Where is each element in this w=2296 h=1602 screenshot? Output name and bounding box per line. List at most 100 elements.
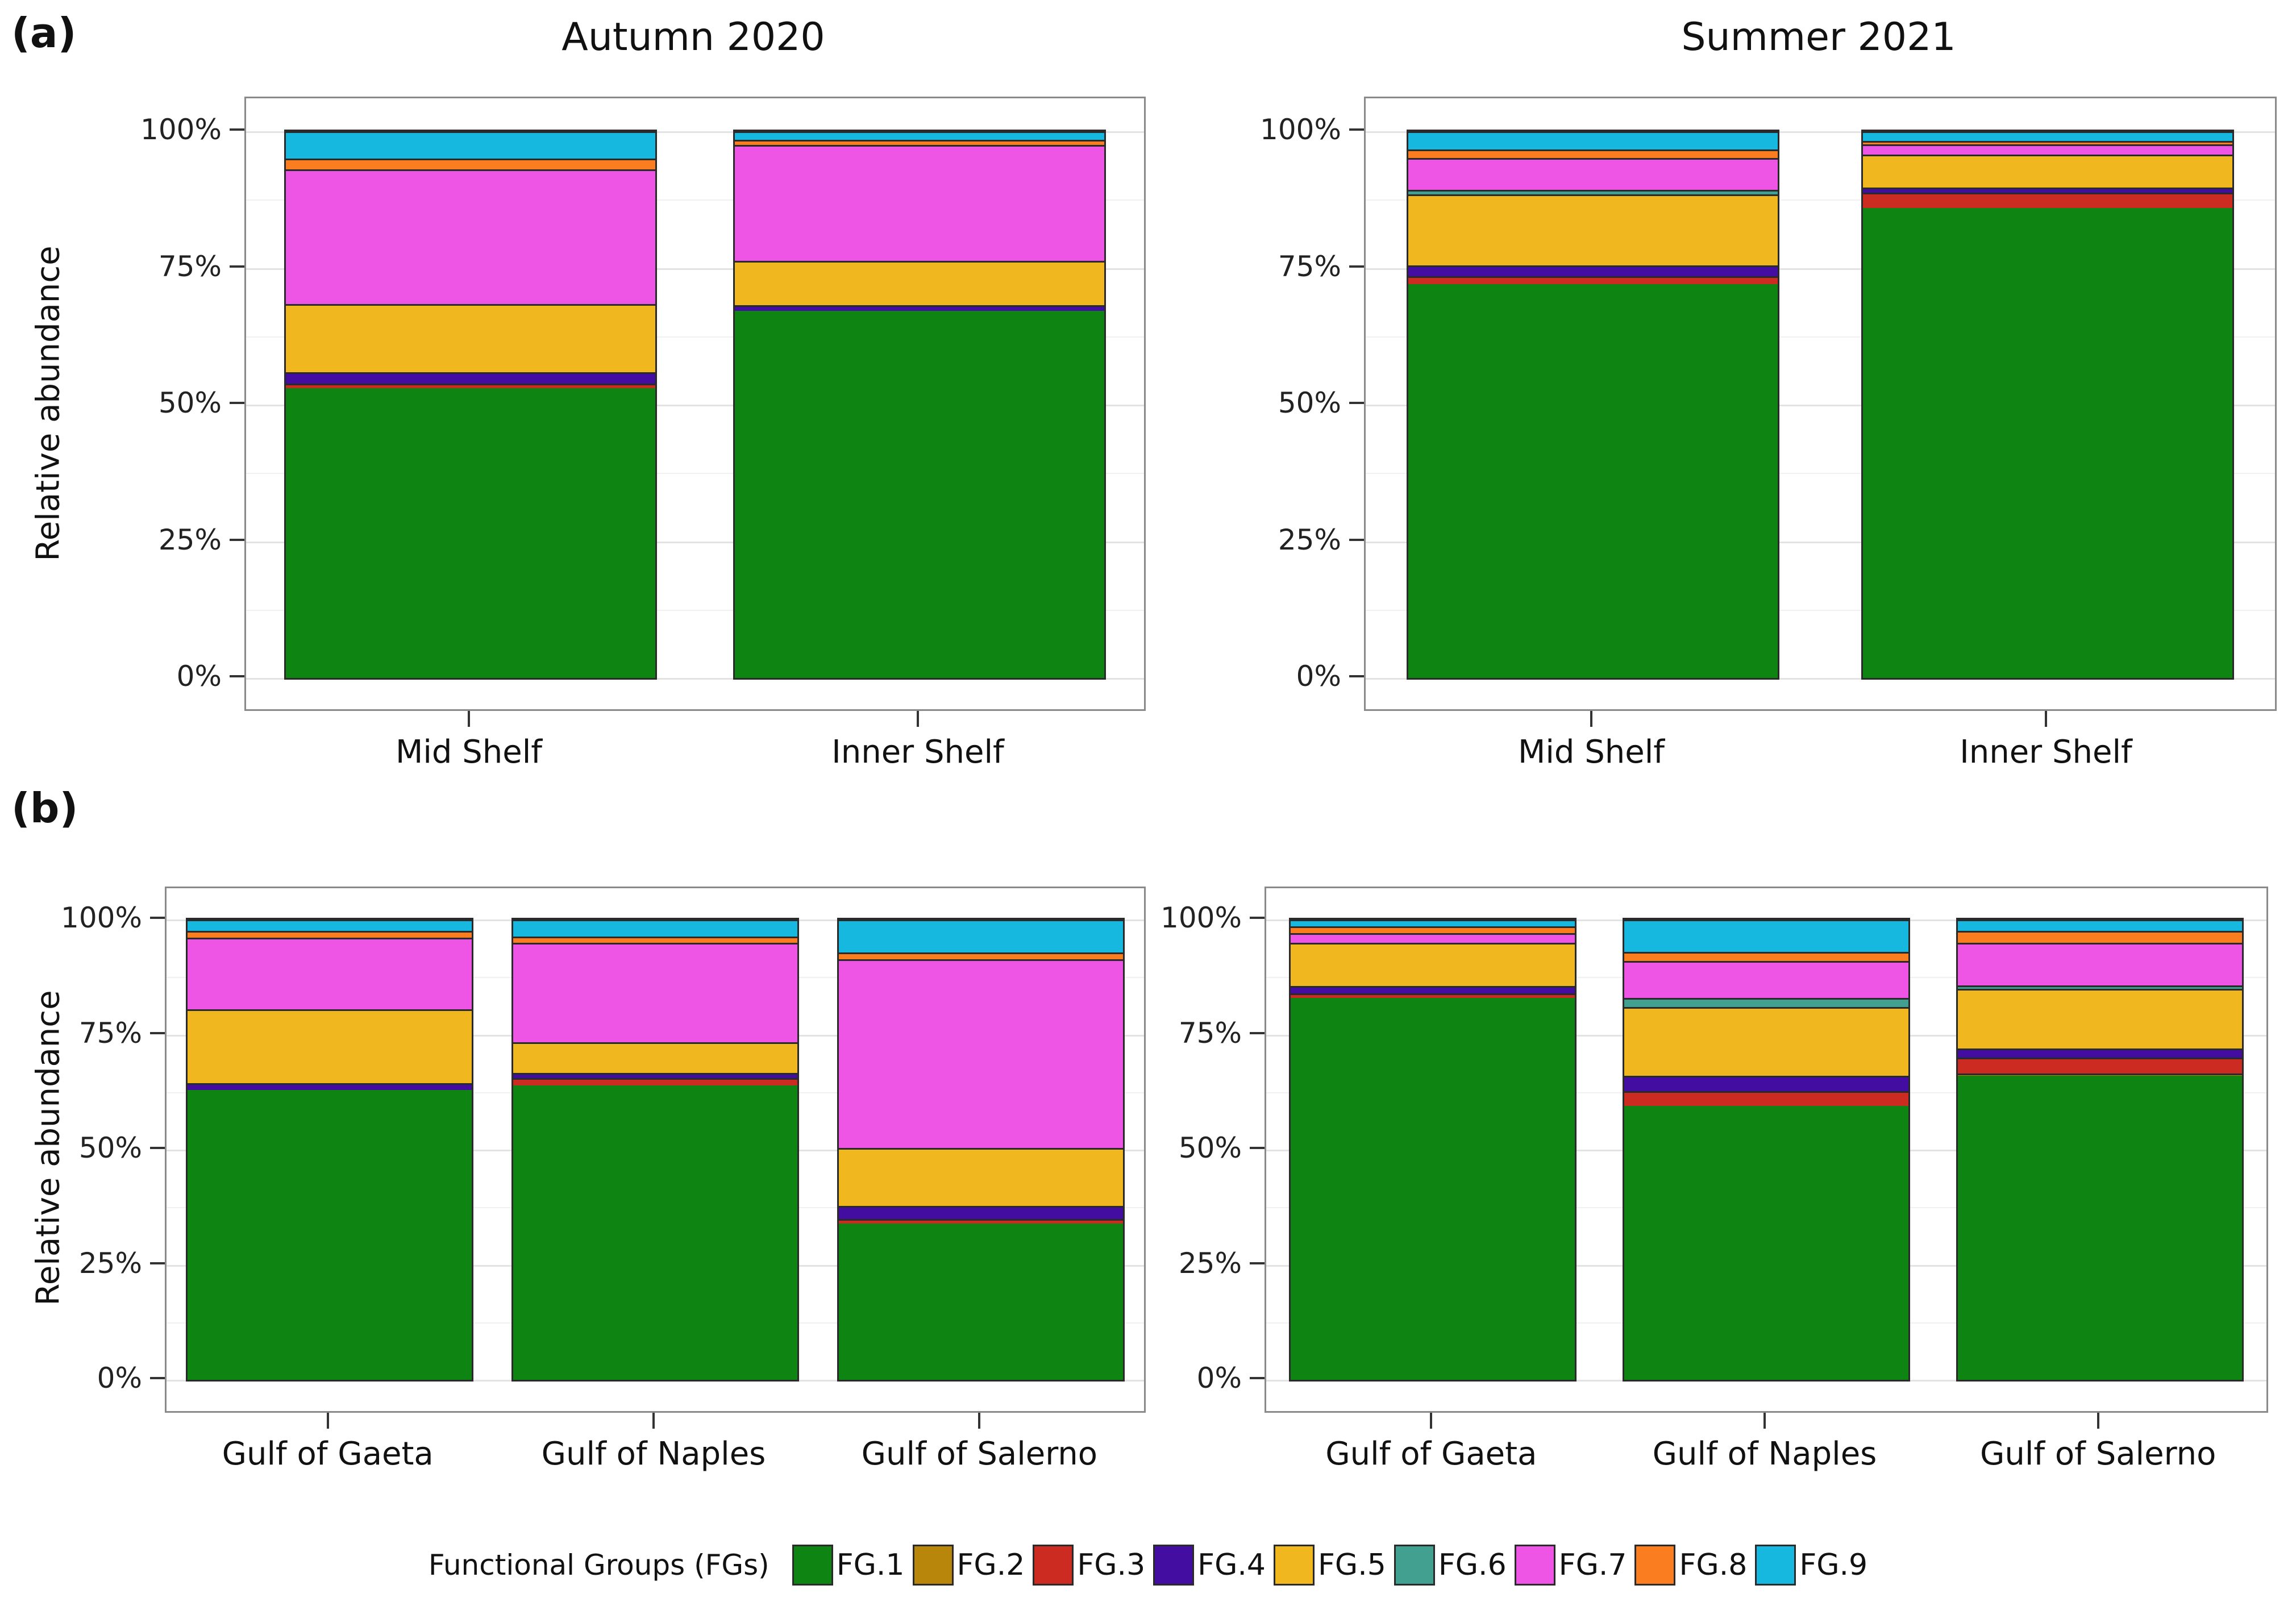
y-tick-label: 50% bbox=[158, 386, 222, 419]
major-gridline bbox=[246, 131, 1144, 133]
bar-segment-fg-8 bbox=[1408, 149, 1778, 159]
legend-swatch bbox=[1033, 1545, 1074, 1586]
bar-segment-fg-4 bbox=[513, 1072, 797, 1079]
bar-segment-fg-9 bbox=[1624, 919, 1908, 952]
x-tick-mark bbox=[1590, 711, 1592, 727]
y-tick-label: 75% bbox=[1178, 1016, 1242, 1050]
bar-segment-fg-7 bbox=[1863, 144, 2232, 155]
bar-segment-fg-1 bbox=[1624, 1106, 1908, 1380]
legend-swatch bbox=[1514, 1545, 1555, 1586]
bar-segment-fg-9 bbox=[1863, 131, 2232, 142]
y-tick-label: 50% bbox=[78, 1131, 142, 1164]
y-tick-label: 25% bbox=[78, 1246, 142, 1280]
bar-segment-fg-7 bbox=[286, 169, 655, 305]
y-tick-label: 0% bbox=[97, 1362, 142, 1395]
bar-segment-fg-5 bbox=[1957, 988, 2242, 1048]
bar-segment-fg-1 bbox=[735, 310, 1104, 678]
bar-segment-fg-5 bbox=[513, 1042, 797, 1073]
stacked-bar-inner-shelf bbox=[1861, 130, 2234, 680]
x-tick-mark bbox=[978, 1413, 981, 1429]
minor-gridline bbox=[246, 336, 1144, 338]
bar-segment-fg-1 bbox=[1863, 207, 2232, 678]
bar-segment-fg-2 bbox=[1957, 1073, 2242, 1076]
legend-swatch bbox=[1755, 1545, 1796, 1586]
major-gridline bbox=[246, 405, 1144, 406]
bar-segment-fg-8 bbox=[735, 140, 1104, 145]
x-tick-mark bbox=[326, 1413, 329, 1429]
bar-segment-fg-4 bbox=[187, 1083, 472, 1090]
bar-segment-fg-3 bbox=[1624, 1091, 1908, 1106]
y-tick-mark bbox=[150, 1031, 165, 1034]
chart-summer-2021-gulfs bbox=[1265, 887, 2268, 1413]
x-tick-mark bbox=[2097, 1413, 2099, 1429]
category-label: Gulf of Salerno bbox=[861, 1435, 1098, 1472]
legend-item-fg-1: FG.1 bbox=[792, 1545, 905, 1586]
stacked-bar-gulf-of-naples bbox=[1623, 918, 1910, 1382]
minor-gridline bbox=[1366, 473, 2275, 475]
bar-segment-fg-5 bbox=[1291, 942, 1575, 987]
legend-item-label: FG.8 bbox=[1679, 1548, 1748, 1582]
y-tick-label: 50% bbox=[1178, 1131, 1242, 1164]
y-tick-mark bbox=[150, 1377, 165, 1379]
bar-segment-fg-3 bbox=[1957, 1058, 2242, 1074]
bar-segment-fg-1 bbox=[1957, 1076, 2242, 1380]
y-tick-mark bbox=[230, 265, 244, 268]
bar-segment-fg-1 bbox=[839, 1223, 1124, 1380]
bar-segment-fg-1 bbox=[1408, 284, 1778, 678]
y-tick-mark bbox=[1349, 265, 1364, 268]
legend-item-fg-8: FG.8 bbox=[1634, 1545, 1747, 1586]
bar-segment-fg-7 bbox=[735, 145, 1104, 261]
y-tick-label: 0% bbox=[1196, 1362, 1242, 1395]
x-tick-mark bbox=[652, 1413, 655, 1429]
bar-segment-fg-8 bbox=[1957, 931, 2242, 943]
category-label: Gulf of Naples bbox=[541, 1435, 766, 1472]
stacked-bar-gulf-of-gaeta bbox=[1289, 918, 1577, 1382]
bar-segment-fg-4 bbox=[1957, 1048, 2242, 1058]
bar-segment-fg-1 bbox=[286, 388, 655, 678]
category-label: Mid Shelf bbox=[1518, 734, 1665, 771]
legend-item-fg-9: FG.9 bbox=[1755, 1545, 1867, 1586]
category-label: Inner Shelf bbox=[831, 734, 1004, 771]
bar-segment-fg-9 bbox=[1291, 919, 1575, 927]
y-tick-mark bbox=[1349, 538, 1364, 541]
y-tick-mark bbox=[1250, 917, 1265, 919]
bar-segment-fg-5 bbox=[1408, 194, 1778, 265]
chart-autumn-2020-shelf bbox=[244, 97, 1146, 711]
legend-item-label: FG.4 bbox=[1197, 1548, 1266, 1582]
major-gridline bbox=[1366, 678, 2275, 680]
bar-segment-fg-7 bbox=[1624, 960, 1908, 998]
legend-item-label: FG.5 bbox=[1318, 1548, 1386, 1582]
y-tick-mark bbox=[230, 675, 244, 677]
y-tick-label: 100% bbox=[1161, 901, 1242, 934]
y-tick-label: 75% bbox=[1278, 249, 1341, 283]
legend-item-fg-6: FG.6 bbox=[1394, 1545, 1507, 1586]
bar-segment-fg-1 bbox=[513, 1085, 797, 1380]
bar-segment-fg-8 bbox=[1863, 141, 2232, 145]
bar-segment-fg-4 bbox=[839, 1205, 1124, 1219]
major-gridline bbox=[246, 678, 1144, 680]
legend-title: Functional Groups (FGs) bbox=[428, 1549, 770, 1582]
minor-gridline bbox=[246, 609, 1144, 611]
category-label: Gulf of Salerno bbox=[1979, 1435, 2216, 1472]
minor-gridline bbox=[1366, 199, 2275, 201]
bar-segment-fg-3 bbox=[1863, 192, 2232, 208]
bar-segment-fg-3 bbox=[1291, 993, 1575, 998]
y-tick-label: 0% bbox=[1296, 660, 1341, 693]
legend-item-fg-5: FG.5 bbox=[1274, 1545, 1386, 1586]
y-tick-mark bbox=[1250, 1377, 1265, 1379]
y-tick-label: 25% bbox=[1278, 523, 1341, 556]
bar-segment-fg-5 bbox=[839, 1147, 1124, 1206]
y-tick-label: 75% bbox=[78, 1016, 142, 1050]
legend-swatch bbox=[792, 1545, 833, 1586]
y-tick-mark bbox=[150, 917, 165, 919]
x-tick-mark bbox=[1763, 1413, 1766, 1429]
legend: Functional Groups (FGs) FG.1 FG.2 FG.3 FG.4… bbox=[0, 1545, 2296, 1586]
panel-b-label: (b) bbox=[11, 784, 78, 832]
y-tick-mark bbox=[150, 1262, 165, 1264]
legend-item-fg-7: FG.7 bbox=[1514, 1545, 1627, 1586]
panel-a-label: (a) bbox=[11, 9, 77, 57]
bar-segment-fg-7 bbox=[1957, 942, 2242, 985]
chart-title-summer-2021: Summer 2021 bbox=[1681, 15, 1956, 60]
x-tick-mark bbox=[2045, 711, 2047, 727]
